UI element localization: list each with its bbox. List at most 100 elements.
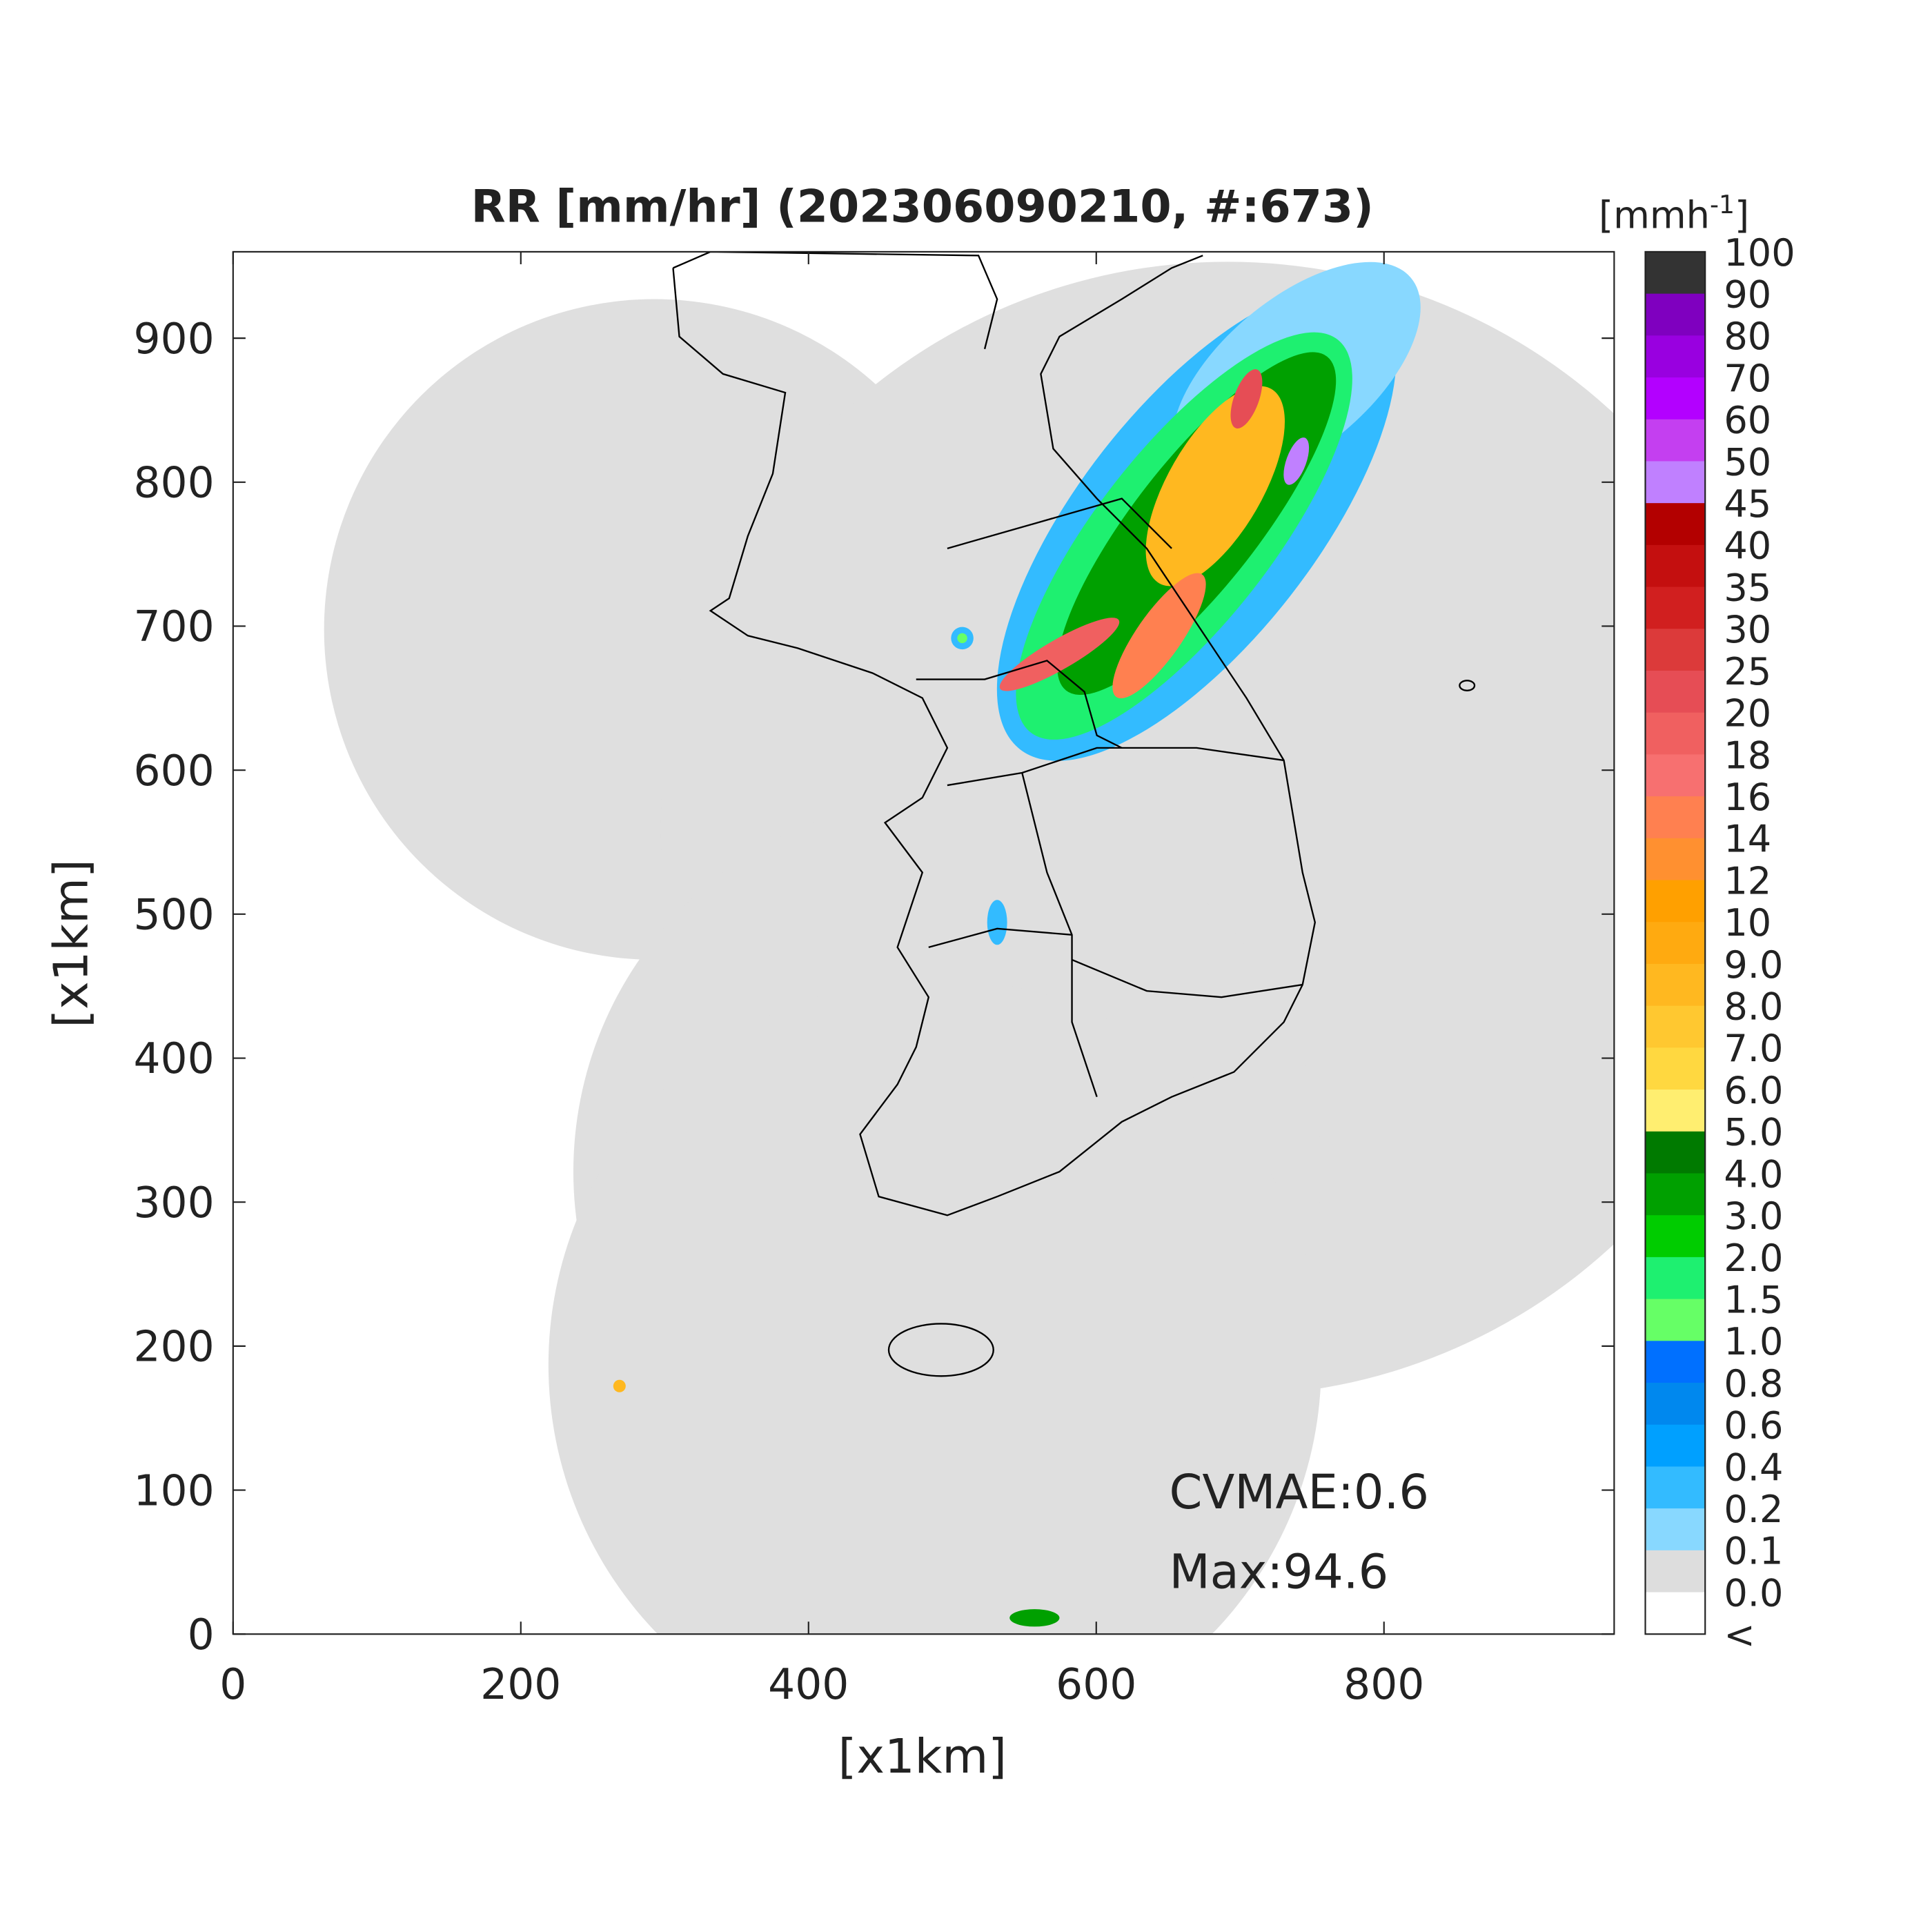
plot-frame — [232, 250, 1615, 1635]
map-layer — [324, 251, 1615, 1635]
colorbar-swatch — [1645, 838, 1706, 881]
colorbar-unit: [mmh-1] — [1599, 190, 1749, 237]
y-tick-label: 400 — [133, 1034, 214, 1083]
border — [928, 927, 1072, 949]
rain-cell — [957, 633, 967, 644]
colorbar-label: 0.2 — [1724, 1488, 1783, 1531]
colorbar-label: 35 — [1724, 566, 1771, 609]
colorbar-swatch — [1645, 880, 1706, 923]
border — [947, 747, 1284, 787]
colorbar-label: 0.8 — [1724, 1362, 1783, 1406]
coverage-disc — [549, 978, 1321, 1635]
colorbar-label: 18 — [1724, 733, 1771, 777]
rain-cell — [613, 1379, 626, 1392]
y-tick-label: 200 — [133, 1323, 214, 1372]
colorbar-swatch — [1645, 503, 1706, 546]
border — [673, 251, 998, 350]
unit-text: [mmh — [1599, 194, 1710, 237]
annotation: CVMAE:0.6 — [1169, 1465, 1429, 1520]
colorbar-swatch — [1645, 712, 1706, 756]
colorbar-swatch — [1645, 754, 1706, 798]
colorbar-swatch — [1645, 335, 1706, 378]
colorbar-label: 20 — [1724, 692, 1771, 736]
colorbar-label: 1.0 — [1724, 1320, 1783, 1363]
border — [947, 497, 1172, 549]
y-axis-label: [x1km] — [43, 859, 99, 1027]
colorbar-label: 100 — [1724, 231, 1795, 275]
colorbar-swatch — [1645, 629, 1706, 671]
colorbar-swatch — [1645, 461, 1706, 504]
rain-cell — [1230, 369, 1263, 428]
colorbar-label: 5.0 — [1724, 1111, 1783, 1154]
colorbar-label: 6.0 — [1724, 1069, 1783, 1112]
y-tick-label: 100 — [133, 1466, 214, 1515]
colorbar-label: 0.1 — [1724, 1530, 1783, 1573]
colorbar-label: 50 — [1724, 440, 1771, 484]
colorbar-swatch — [1645, 1256, 1706, 1300]
coastline — [672, 255, 1317, 1216]
colorbar-label: 0.4 — [1724, 1446, 1783, 1489]
x-axis-label: [x1km] — [838, 1729, 1007, 1784]
colorbar-swatch — [1645, 1341, 1706, 1383]
rain-cell — [1009, 1609, 1060, 1627]
colorbar-label: 14 — [1724, 818, 1771, 861]
colorbar-label: 12 — [1724, 859, 1771, 903]
border — [916, 660, 1123, 749]
coastlines — [672, 251, 1476, 1377]
colorbar-label: 3.0 — [1724, 1194, 1783, 1238]
colorbar-label: 8.0 — [1724, 985, 1783, 1029]
colorbar-swatch — [1645, 922, 1706, 965]
y-tick-label: 0 — [188, 1610, 215, 1659]
x-tick-label: 800 — [1343, 1660, 1424, 1709]
colorbar-label: 7.0 — [1724, 1027, 1783, 1070]
rain-cell — [1145, 386, 1285, 586]
colorbar-label: < — [1724, 1613, 1755, 1657]
y-tick-label: 300 — [133, 1179, 214, 1228]
colorbar-swatch — [1645, 1090, 1706, 1132]
colorbar-swatch — [1645, 1005, 1706, 1049]
island — [1459, 680, 1476, 691]
x-tick-label: 200 — [480, 1660, 561, 1709]
x-tick-label: 600 — [1056, 1660, 1136, 1709]
rain-cell — [1283, 437, 1310, 485]
colorbar-label: 16 — [1724, 776, 1771, 819]
colorbar-swatch — [1645, 1550, 1706, 1593]
colorbar-label: 45 — [1724, 482, 1771, 526]
colorbar-swatch — [1645, 1215, 1706, 1258]
colorbar-label: 90 — [1724, 273, 1771, 316]
colorbar-swatch — [1645, 586, 1706, 630]
colorbar-label: 0.0 — [1724, 1571, 1783, 1615]
x-tick-label: 400 — [768, 1660, 849, 1709]
colorbar-swatch — [1645, 1508, 1706, 1551]
colorbar-swatch — [1645, 963, 1706, 1007]
colorbar-swatch — [1645, 1173, 1706, 1216]
colorbar-swatch — [1645, 544, 1706, 588]
colorbar-label: 1.5 — [1724, 1278, 1783, 1321]
colorbar-label: 30 — [1724, 608, 1771, 651]
border — [1072, 958, 1303, 998]
jeju-island — [887, 1323, 994, 1377]
colorbar-swatch — [1645, 1466, 1706, 1510]
colorbar-label: 4.0 — [1724, 1152, 1783, 1196]
colorbar-swatch — [1645, 1424, 1706, 1468]
colorbar-frame — [1644, 250, 1706, 1635]
x-tick-label: 0 — [219, 1660, 246, 1709]
rain-cell — [987, 900, 1007, 945]
radar-coverage — [324, 262, 1615, 1635]
chart-title: RR [mm/hr] (202306090210, #:673) — [471, 181, 1374, 233]
colorbar-swatch — [1645, 377, 1706, 420]
colorbar-swatch — [1645, 670, 1706, 713]
colorbar-label: 10 — [1724, 901, 1771, 945]
rain-field — [613, 262, 1421, 1627]
colorbar-label: 9.0 — [1724, 943, 1783, 987]
annotation: Max:94.6 — [1169, 1544, 1388, 1599]
y-tick-label: 600 — [133, 747, 214, 796]
colorbar-swatch — [1645, 251, 1706, 295]
y-tick-label: 500 — [133, 891, 214, 940]
colorbar-swatch — [1645, 1383, 1706, 1426]
colorbar-label: 40 — [1724, 524, 1771, 568]
colorbar-label: 70 — [1724, 357, 1771, 400]
y-tick-label: 800 — [133, 458, 214, 507]
colorbar-swatch — [1645, 293, 1706, 337]
